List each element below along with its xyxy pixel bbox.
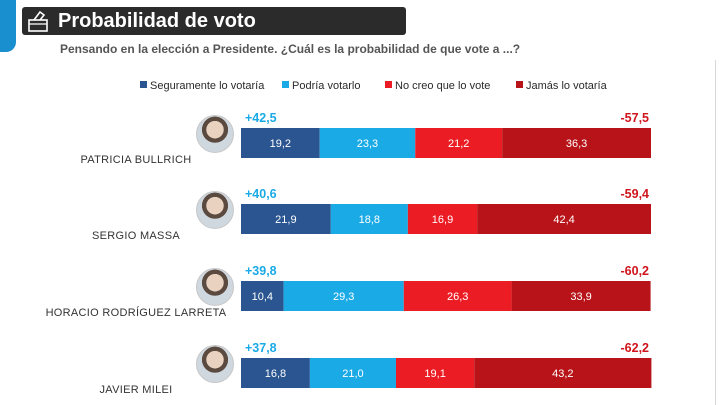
data-label: 19,2 bbox=[270, 138, 291, 150]
legend-label: Seguramente lo votaría bbox=[150, 80, 265, 92]
bar-segment bbox=[395, 358, 475, 388]
bar-segment bbox=[241, 128, 320, 158]
bar-segment bbox=[502, 128, 651, 158]
negative-total: -57,5 bbox=[621, 111, 650, 125]
data-label: 16,9 bbox=[432, 214, 453, 226]
negative-total: -62,2 bbox=[621, 341, 650, 355]
title-bar: Probabilidad de voto bbox=[22, 7, 406, 35]
data-label: 29,3 bbox=[333, 291, 354, 303]
positive-total: +42,5 bbox=[245, 111, 277, 125]
data-label: 21,0 bbox=[342, 368, 363, 380]
page-title: Probabilidad de voto bbox=[58, 10, 256, 32]
bar-segment bbox=[474, 358, 652, 388]
ballot-box-icon bbox=[28, 10, 48, 32]
candidate-name: PATRICIA BULLRICH bbox=[80, 154, 192, 166]
legend-item: Seguramente lo votaría bbox=[140, 78, 264, 94]
bar-segment bbox=[309, 358, 396, 388]
legend-item: No creo que lo vote bbox=[385, 78, 490, 94]
legend-swatch bbox=[385, 81, 392, 88]
legend-label: Jamás lo votaría bbox=[526, 80, 607, 92]
legend-swatch bbox=[516, 81, 523, 88]
positive-total: +39,8 bbox=[245, 264, 277, 278]
candidate-avatar bbox=[196, 115, 234, 153]
candidate-avatar bbox=[196, 191, 234, 229]
legend-label: No creo que lo vote bbox=[395, 80, 491, 92]
bar-segment bbox=[241, 358, 310, 388]
positive-total: +37,8 bbox=[245, 341, 277, 355]
bar-segment bbox=[283, 281, 404, 311]
divider-line bbox=[715, 60, 716, 405]
data-label: 21,2 bbox=[448, 138, 469, 150]
negative-total: -59,4 bbox=[621, 187, 650, 201]
bar-segment bbox=[241, 204, 331, 234]
data-label: 21,9 bbox=[275, 214, 296, 226]
bar-segment bbox=[477, 204, 651, 234]
data-label: 18,8 bbox=[359, 214, 380, 226]
data-label: 26,3 bbox=[447, 291, 468, 303]
data-label: 10,4 bbox=[252, 291, 273, 303]
left-accent-bar bbox=[0, 0, 16, 52]
bar-segment bbox=[415, 128, 503, 158]
legend-item: Podría votarlo bbox=[282, 78, 360, 94]
chart-subtitle: Pensando en la elección a Presidente. ¿C… bbox=[60, 42, 521, 56]
data-label: 42,4 bbox=[553, 214, 574, 226]
data-label: 36,3 bbox=[566, 138, 587, 150]
data-label: 19,1 bbox=[424, 368, 445, 380]
positive-total: +40,6 bbox=[245, 187, 277, 201]
data-label: 23,3 bbox=[357, 138, 378, 150]
legend-swatch bbox=[282, 81, 289, 88]
data-label: 33,9 bbox=[570, 291, 591, 303]
bar-segment bbox=[241, 281, 284, 311]
candidate-name: HORACIO RODRÍGUEZ LARRETA bbox=[45, 307, 227, 319]
bar-segment bbox=[407, 204, 478, 234]
candidate-avatar bbox=[196, 268, 234, 306]
candidate-name: JAVIER MILEI bbox=[99, 384, 173, 396]
bar-segment bbox=[403, 281, 512, 311]
data-label: 16,8 bbox=[265, 368, 286, 380]
negative-total: -60,2 bbox=[621, 264, 650, 278]
candidate-avatar bbox=[196, 345, 234, 383]
candidate-name: SERGIO MASSA bbox=[92, 230, 180, 242]
data-label: 43,2 bbox=[552, 368, 573, 380]
legend-item: Jamás lo votaría bbox=[516, 78, 607, 94]
bar-segment bbox=[330, 204, 408, 234]
legend-label: Podría votarlo bbox=[292, 80, 361, 92]
bar-segment bbox=[319, 128, 416, 158]
legend-swatch bbox=[140, 81, 147, 88]
bar-segment bbox=[511, 281, 651, 311]
